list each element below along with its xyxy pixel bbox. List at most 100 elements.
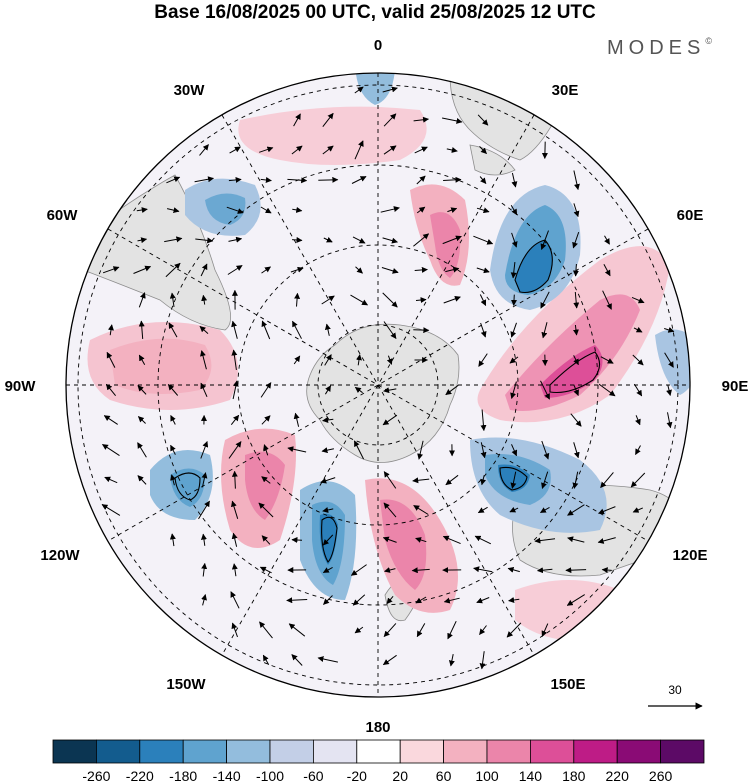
wind-arrow bbox=[324, 385, 332, 395]
wind-arrow bbox=[511, 294, 517, 306]
wind-arrow bbox=[108, 324, 114, 336]
wind-arrow bbox=[413, 505, 429, 515]
wind-arrow bbox=[318, 176, 339, 183]
wind-arrow bbox=[445, 474, 459, 486]
wind-arrow bbox=[416, 175, 426, 185]
wind-arrow bbox=[200, 350, 207, 370]
wind-arrow bbox=[383, 321, 397, 339]
wind-arrow bbox=[572, 231, 580, 249]
wind-arrow bbox=[413, 116, 429, 123]
wind-arrow bbox=[355, 266, 363, 274]
wind-arrow bbox=[137, 442, 147, 458]
wind-arrow bbox=[263, 444, 269, 456]
wind-arrow bbox=[104, 476, 118, 484]
wind-arrow bbox=[511, 232, 518, 248]
wind-arrow bbox=[570, 413, 582, 427]
wind-arrow bbox=[199, 325, 209, 334]
wind-arrow bbox=[317, 656, 339, 663]
wind-arrow bbox=[382, 414, 398, 426]
wind-arrow bbox=[566, 594, 585, 606]
wind-arrow bbox=[474, 535, 492, 545]
wind-arrow bbox=[664, 352, 674, 368]
wind-arrow bbox=[293, 355, 301, 365]
wind-arrow bbox=[290, 266, 304, 273]
wind-arrow bbox=[383, 113, 397, 127]
wind-arrow bbox=[443, 597, 460, 604]
wind-arrow bbox=[136, 207, 148, 213]
wind-arrow bbox=[540, 230, 549, 250]
wind-arrow bbox=[262, 654, 270, 665]
wind-arrow bbox=[602, 290, 612, 310]
wind-vectors bbox=[101, 86, 675, 670]
lon-label-150e: 150E bbox=[550, 676, 585, 693]
wind-arrow bbox=[383, 145, 397, 155]
wind-arrow bbox=[137, 416, 146, 424]
wind-arrow bbox=[567, 536, 585, 543]
wind-arrow bbox=[510, 381, 517, 399]
wind-arrow bbox=[322, 566, 333, 574]
wind-arrow bbox=[510, 322, 517, 338]
wind-arrow bbox=[479, 625, 487, 635]
wind-arrow bbox=[445, 266, 460, 273]
wind-arrow bbox=[322, 534, 334, 546]
wind-arrow bbox=[600, 472, 614, 489]
wind-arrow bbox=[476, 207, 490, 214]
wind-arrow bbox=[633, 383, 643, 397]
colorbar-swatch bbox=[573, 739, 618, 764]
wind-arrow bbox=[195, 237, 214, 244]
wind-arrow bbox=[321, 447, 335, 454]
colorbar-tick-label: -260 bbox=[82, 768, 110, 783]
colorbar-tick-label: 140 bbox=[519, 768, 543, 783]
colorbar-swatch bbox=[269, 739, 314, 764]
wind-arrow bbox=[443, 296, 461, 304]
colorbar-tick-label: -180 bbox=[169, 768, 197, 783]
wind-arrow bbox=[479, 146, 487, 155]
wind-arrow bbox=[476, 267, 490, 274]
wind-arrow bbox=[228, 441, 242, 459]
wind-arrow bbox=[540, 380, 550, 400]
wind-arrow bbox=[200, 533, 207, 546]
reference-vector-label: 30 bbox=[668, 683, 682, 697]
colorbar-swatch bbox=[616, 739, 662, 764]
wind-arrow bbox=[260, 206, 272, 214]
wind-arrow bbox=[572, 324, 579, 336]
wind-arrow bbox=[600, 356, 614, 364]
wind-arrow bbox=[447, 207, 458, 214]
wind-arrow bbox=[231, 349, 238, 370]
wind-arrow bbox=[170, 414, 176, 425]
wind-arrow bbox=[480, 475, 487, 486]
wind-arrow bbox=[631, 296, 645, 304]
wind-arrow bbox=[259, 566, 272, 574]
wind-arrow bbox=[573, 203, 580, 218]
graticule bbox=[66, 73, 690, 697]
wind-arrow bbox=[354, 86, 364, 94]
wind-arrow bbox=[322, 417, 334, 423]
wind-arrow bbox=[666, 412, 673, 429]
wind-arrow bbox=[382, 654, 397, 666]
wind-arrow bbox=[477, 506, 488, 514]
wind-arrow bbox=[200, 440, 209, 459]
wind-arrow bbox=[511, 172, 518, 188]
wind-arrow bbox=[414, 146, 428, 154]
wind-arrow bbox=[350, 294, 369, 306]
wind-arrow bbox=[288, 623, 306, 637]
wind-arrow bbox=[199, 144, 209, 156]
wind-arrow bbox=[565, 567, 587, 574]
wind-arrow bbox=[417, 440, 424, 460]
wind-arrow bbox=[601, 567, 612, 574]
wind-arrow bbox=[166, 207, 180, 214]
colorbar-tick-label: 100 bbox=[475, 768, 499, 783]
wind-arrow bbox=[260, 177, 272, 183]
wind-arrow bbox=[231, 470, 238, 489]
wind-arrow bbox=[230, 414, 240, 426]
wind-arrow bbox=[138, 320, 145, 339]
wind-arrow bbox=[293, 412, 300, 427]
wind-arrow bbox=[383, 623, 397, 638]
wind-arrow bbox=[415, 596, 427, 604]
wind-arrow bbox=[479, 651, 486, 670]
wind-arrow bbox=[573, 291, 580, 309]
wind-arrow bbox=[508, 597, 520, 603]
wind-arrow bbox=[231, 563, 238, 577]
wind-arrow bbox=[231, 320, 238, 339]
